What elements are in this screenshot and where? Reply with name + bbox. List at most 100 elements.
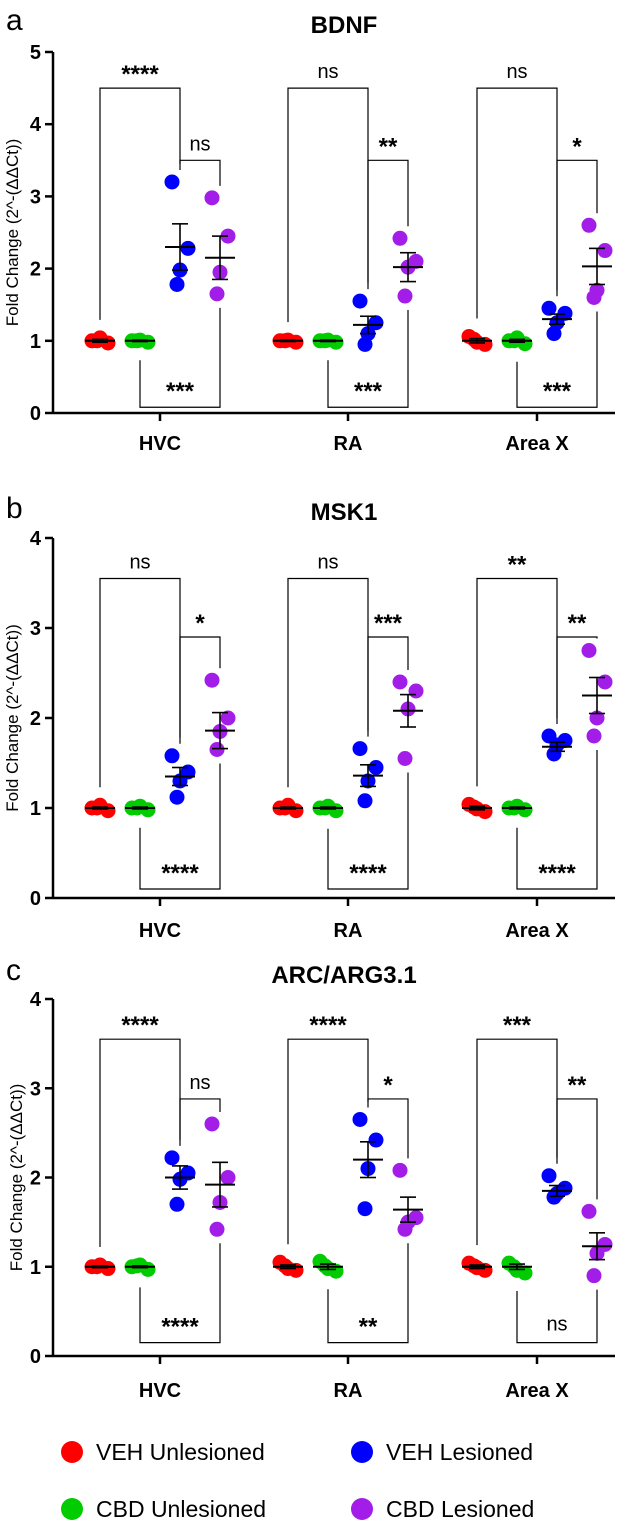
significance-label: ** bbox=[379, 133, 398, 160]
significance-bracket bbox=[139, 1243, 221, 1344]
x-tick-label: HVC bbox=[139, 1380, 181, 1402]
data-point bbox=[209, 286, 225, 302]
data-point bbox=[209, 742, 225, 757]
y-axis-label: Fold Change (2^-(ΔΔCt)) bbox=[3, 624, 22, 812]
significance-label: * bbox=[383, 1072, 393, 1099]
y-tick-label: 5 bbox=[30, 42, 41, 64]
significance-bracket bbox=[179, 1098, 221, 1140]
y-tick-label: 2 bbox=[30, 708, 41, 730]
significance-bracket bbox=[556, 1098, 598, 1200]
legend-label: CBD Unlesioned bbox=[96, 1496, 266, 1522]
x-tick-label: RA bbox=[334, 920, 363, 942]
x-tick-label: Area X bbox=[505, 433, 569, 455]
significance-label: ns bbox=[189, 1072, 210, 1094]
significance-bracket bbox=[476, 1038, 558, 1246]
significance-bracket bbox=[476, 577, 558, 787]
significance-label: *** bbox=[354, 378, 383, 405]
data-point bbox=[546, 746, 562, 762]
data-point bbox=[368, 760, 384, 775]
significance-bracket bbox=[516, 1289, 598, 1344]
significance-bracket bbox=[556, 159, 598, 291]
y-axis-label: Fold Change (2^-(ΔΔCt)) bbox=[3, 139, 22, 327]
data-point bbox=[586, 289, 602, 305]
legend-label: CBD Lesioned bbox=[386, 1496, 534, 1522]
significance-label: **** bbox=[309, 1012, 347, 1039]
significance-label: **** bbox=[161, 860, 199, 887]
significance-label: * bbox=[195, 610, 205, 637]
y-tick-label: 2 bbox=[30, 259, 41, 281]
data-point bbox=[164, 748, 180, 764]
panel-label: b bbox=[6, 492, 23, 525]
data-point bbox=[581, 217, 597, 233]
data-point bbox=[581, 1203, 597, 1219]
significance-bracket bbox=[287, 87, 369, 323]
significance-label: ns bbox=[129, 552, 150, 574]
data-point bbox=[220, 710, 236, 726]
significance-label: **** bbox=[121, 61, 159, 88]
data-point bbox=[586, 1268, 602, 1284]
y-tick-label: 1 bbox=[30, 1257, 41, 1279]
significance-bracket bbox=[516, 311, 598, 408]
data-point bbox=[357, 1201, 373, 1217]
y-axis-label: Fold Change (2^-(ΔΔCt)) bbox=[7, 1084, 26, 1272]
data-point bbox=[220, 1170, 236, 1185]
y-tick-label: 1 bbox=[30, 331, 41, 353]
significance-bracket bbox=[287, 577, 369, 788]
data-point bbox=[169, 789, 185, 805]
significance-label: *** bbox=[374, 610, 403, 637]
chart-panel-c: c ARC/ARG3.1 Fold Change (2^-(ΔΔCt)) 0 1 2 3 4 H… bbox=[6, 954, 615, 1402]
data-point bbox=[204, 1116, 220, 1132]
significance-label: ** bbox=[568, 1072, 587, 1099]
chart-title: MSK1 bbox=[311, 499, 378, 526]
significance-label: *** bbox=[166, 378, 195, 405]
significance-bracket bbox=[327, 1243, 409, 1344]
chart-panel-a: a BDNF Fold Change (2^-(ΔΔCt)) 0 1 2 3 4 5 HVC RA A… bbox=[3, 4, 615, 455]
significance-bracket bbox=[367, 159, 409, 284]
y-tick-label: 4 bbox=[30, 114, 42, 136]
data-point bbox=[546, 326, 562, 342]
data-point bbox=[164, 174, 180, 190]
data-point bbox=[392, 230, 408, 246]
x-tick-label: RA bbox=[334, 1380, 363, 1402]
x-tick-label: HVC bbox=[139, 433, 181, 455]
significance-label: ns bbox=[189, 133, 210, 155]
significance-bracket bbox=[179, 636, 221, 738]
significance-bracket bbox=[99, 1038, 181, 1247]
significance-label: ** bbox=[359, 1314, 378, 1341]
y-tick-label: 3 bbox=[30, 618, 41, 640]
significance-bracket bbox=[139, 763, 221, 890]
legend-marker bbox=[61, 1498, 83, 1520]
data-point bbox=[204, 190, 220, 206]
significance-bracket bbox=[367, 1098, 409, 1159]
data-point bbox=[169, 276, 185, 292]
data-point bbox=[169, 1196, 185, 1212]
chart-title: BDNF bbox=[311, 12, 378, 39]
y-tick-label: 2 bbox=[30, 1168, 41, 1190]
data-point bbox=[541, 1168, 557, 1184]
legend-marker bbox=[351, 1441, 373, 1463]
data-point bbox=[397, 288, 413, 304]
legend-label: VEH Lesioned bbox=[386, 1439, 533, 1465]
data-point bbox=[204, 672, 220, 688]
significance-label: * bbox=[572, 133, 582, 160]
y-tick-label: 0 bbox=[30, 1346, 41, 1368]
y-tick-label: 4 bbox=[30, 528, 42, 550]
significance-label: *** bbox=[503, 1012, 532, 1039]
data-point bbox=[352, 741, 368, 757]
significance-bracket bbox=[476, 87, 558, 319]
data-point bbox=[209, 1221, 225, 1237]
data-point bbox=[357, 793, 373, 809]
significance-label: **** bbox=[349, 860, 387, 887]
x-tick-label: RA bbox=[334, 433, 363, 455]
data-point bbox=[352, 293, 368, 309]
data-point bbox=[392, 674, 408, 690]
significance-label: ** bbox=[508, 552, 527, 579]
significance-label: ** bbox=[568, 610, 587, 637]
y-tick-label: 3 bbox=[30, 186, 41, 208]
significance-bracket bbox=[327, 310, 409, 408]
y-tick-label: 3 bbox=[30, 1078, 41, 1100]
data-point bbox=[164, 1150, 180, 1166]
y-tick-label: 4 bbox=[30, 989, 42, 1011]
significance-bracket bbox=[287, 1038, 369, 1245]
significance-label: *** bbox=[543, 378, 572, 405]
